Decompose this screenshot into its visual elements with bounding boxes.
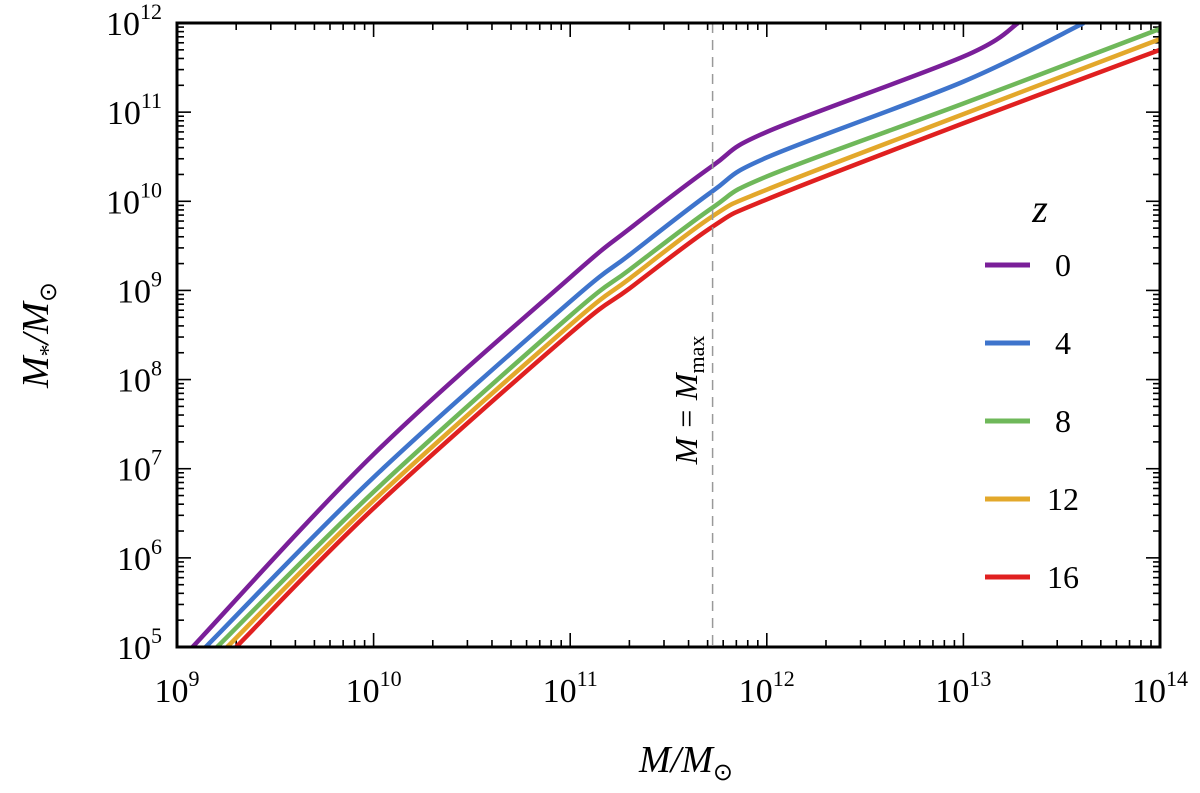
y-axis-title-main: M	[15, 354, 57, 389]
legend-label-z-8: 8	[1055, 403, 1071, 439]
x-tick-label: 1011	[543, 666, 598, 710]
y-axis-title: M*/M⊙	[15, 282, 62, 389]
legend: z 0 4 8 12 16	[985, 186, 1079, 595]
legend-label-z-12: 12	[1047, 481, 1079, 517]
y-tick-label: 107	[117, 445, 162, 489]
y-tick-label: 108	[117, 356, 162, 400]
x-axis-title-main: M/M	[638, 739, 715, 781]
legend-label-z-16: 16	[1047, 559, 1079, 595]
legend-label-z-4: 4	[1055, 325, 1071, 361]
mmax-annotation-sub: max	[684, 336, 709, 374]
series-lines	[190, 23, 1160, 647]
y-axis-title-star: *	[36, 344, 62, 356]
x-tick-label: 1013	[935, 666, 991, 710]
x-tick-label: 1014	[1132, 666, 1188, 710]
y-tick-label: 1012	[106, 0, 162, 43]
series-line-z-16	[234, 47, 1160, 647]
series-line-z-8	[215, 26, 1160, 647]
x-tick-label: 109	[155, 666, 200, 710]
series-line-z-4	[204, 23, 1085, 647]
y-axis-title-sub: ⊙	[36, 282, 62, 302]
y-tick-label: 105	[117, 623, 162, 667]
x-tick-label: 1010	[346, 666, 402, 710]
x-tick-labels: 109 1010 1011 1012 1013 1014	[155, 666, 1189, 710]
series-line-z-12	[225, 36, 1160, 647]
x-tick-label: 1012	[739, 666, 795, 710]
series-line-z-0	[190, 23, 1020, 647]
y-tick-labels: 105 106 107 108 109 1010 1011 1012	[106, 0, 162, 667]
y-tick-label: 109	[117, 266, 162, 310]
legend-label-z-0: 0	[1055, 247, 1071, 283]
y-tick-label: 1011	[107, 88, 162, 132]
y-tick-label: 1010	[106, 177, 162, 221]
legend-title: z	[1031, 186, 1048, 231]
x-axis-title: M/M⊙	[638, 739, 733, 786]
y-tick-label: 106	[117, 534, 162, 578]
plot-frame	[175, 21, 1162, 649]
x-axis-title-sub: ⊙	[713, 760, 733, 786]
mmax-annotation-main: M = M	[668, 371, 704, 465]
mmax-annotation: M = Mmax	[668, 336, 709, 466]
y-axis-title-div: /M	[15, 300, 57, 347]
